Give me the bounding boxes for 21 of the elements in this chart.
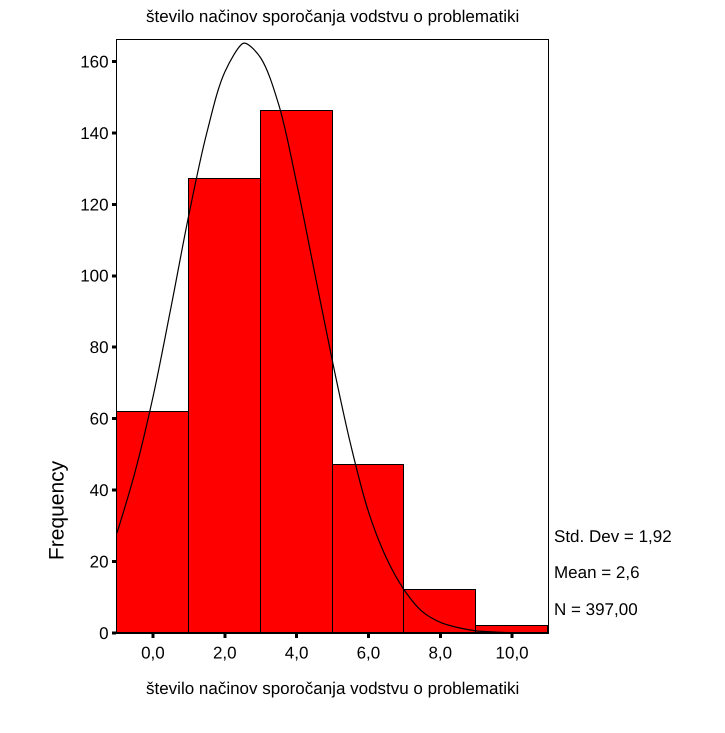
x-tick-label: 2,0 xyxy=(212,643,237,662)
y-tick-label: 60 xyxy=(90,410,109,429)
y-tick-label: 160 xyxy=(80,52,109,72)
y-tick-label: 100 xyxy=(80,266,109,286)
x-tick-label: 10,0 xyxy=(496,643,529,662)
y-axis-title: Frequency xyxy=(45,460,68,560)
y-tick-label: 80 xyxy=(90,338,109,358)
x-tick-label: 0,0 xyxy=(141,643,165,662)
y-tick-label: 20 xyxy=(90,552,109,572)
x-axis-title: število načinov sporočanja vodstvu o problematiki xyxy=(146,679,520,698)
x-tick-label: 8,0 xyxy=(428,643,452,662)
text: Mean = 2,6 xyxy=(554,563,640,582)
y-tick-label: 0 xyxy=(99,624,109,643)
text: N = 397,00 xyxy=(554,600,638,619)
y-tick-label: 140 xyxy=(80,124,109,143)
chart-title: število načinov sporočanja vodstvu o problematiki xyxy=(146,7,520,26)
y-tick-label: 120 xyxy=(80,195,109,214)
x-tick-label: 4,0 xyxy=(284,643,308,662)
x-tick-label: 6,0 xyxy=(356,643,380,662)
text: Std. Dev = 1,92 xyxy=(554,527,672,546)
y-tick-label: 40 xyxy=(90,481,109,500)
